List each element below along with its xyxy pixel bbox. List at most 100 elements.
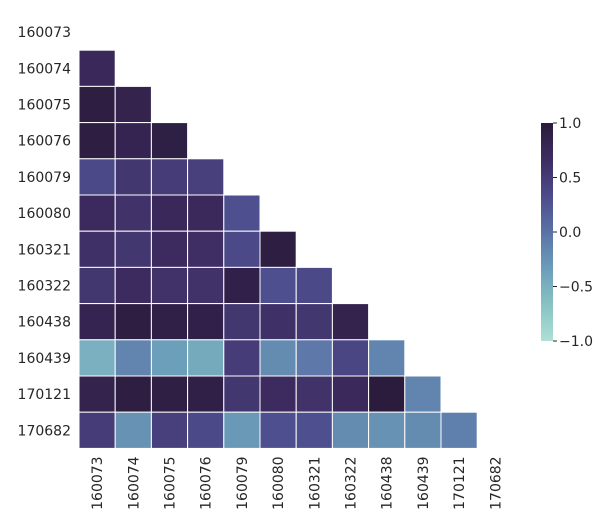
heatmap-cell-170121-160321 — [295, 375, 333, 413]
heatmap-cell-160438-160322 — [331, 303, 370, 341]
heatmap-cells — [78, 49, 478, 449]
heatmap-cell-170682-160079 — [223, 411, 261, 449]
heatmap-cell-170121-160439 — [404, 375, 442, 413]
heatmap-cell-160439-160438 — [368, 339, 406, 377]
colorbar: 1.0 0.5 0.0 −0.5 −1.0 — [541, 116, 593, 350]
heatmap-cell-170121-160322 — [331, 375, 370, 413]
heatmap-cell-160438-160321 — [295, 303, 333, 341]
heatmap-cell-160079-160074 — [114, 158, 152, 196]
heatmap-cell-160080-160073 — [78, 194, 116, 232]
heatmap-cell-170121-160080 — [259, 375, 297, 413]
x-tick-label: 160079 — [235, 456, 251, 509]
y-tick-label: 160075 — [18, 98, 71, 114]
heatmap-cell-160079-160075 — [150, 158, 189, 196]
y-tick-label: 170121 — [18, 387, 71, 403]
colorbar-tick-label: −1.0 — [559, 334, 593, 350]
heatmap-cell-170682-160322 — [331, 411, 370, 449]
colorbar-tick-label: −0.5 — [559, 280, 593, 296]
heatmap-cell-160321-160079 — [223, 230, 261, 268]
heatmap-cell-160322-160079 — [223, 266, 261, 305]
heatmap-cell-160080-160074 — [114, 194, 152, 232]
y-tick-label: 160073 — [18, 25, 71, 41]
heatmap-cell-160439-160075 — [150, 339, 189, 377]
x-tick-label: 160438 — [380, 456, 396, 509]
heatmap-cell-160322-160075 — [150, 266, 189, 305]
x-tick-label: 160076 — [199, 456, 215, 510]
y-tick-label: 160074 — [18, 61, 72, 77]
heatmap-cell-160439-160080 — [259, 339, 297, 377]
y-tick-label: 170682 — [18, 423, 71, 439]
heatmap-cell-170121-160074 — [114, 375, 152, 413]
colorbar-tick-label: 0.0 — [559, 225, 581, 241]
heatmap-cell-160321-160076 — [187, 230, 225, 268]
y-tick-label: 160439 — [18, 351, 71, 367]
heatmap-cell-170682-160321 — [295, 411, 333, 449]
colorbar-tick-label: 1.0 — [559, 116, 581, 132]
colorbar-tick-label: 0.5 — [559, 171, 581, 187]
heatmap-cell-170121-160075 — [150, 375, 189, 413]
heatmap-cell-170682-160075 — [150, 411, 189, 449]
heatmap-cell-170121-160079 — [223, 375, 261, 413]
x-tick-label: 160073 — [90, 456, 106, 509]
heatmap-cell-170682-160076 — [187, 411, 225, 449]
heatmap-cell-160439-160076 — [187, 339, 225, 377]
heatmap-cell-160080-160079 — [223, 194, 261, 232]
heatmap-cell-160321-160080 — [259, 230, 297, 268]
heatmap-cell-160322-160321 — [295, 266, 333, 305]
heatmap-cell-160322-160080 — [259, 266, 297, 305]
x-tick-label: 160321 — [307, 456, 323, 509]
heatmap-cell-160438-160073 — [78, 303, 116, 341]
x-axis-tick-labels: 160073 160074 160075 160076 160079 160080 1603… — [90, 456, 504, 510]
y-tick-label: 160076 — [18, 134, 72, 150]
heatmap-cell-160439-160074 — [114, 339, 152, 377]
heatmap-cell-160439-160073 — [78, 339, 116, 377]
heatmap-cell-160439-160321 — [295, 339, 333, 377]
colorbar-gradient — [541, 123, 553, 341]
x-tick-label: 160074 — [126, 456, 142, 510]
heatmap-cell-170682-160439 — [404, 411, 442, 449]
heatmap-cell-160076-160075 — [150, 122, 189, 160]
heatmap-cell-170682-160438 — [368, 411, 406, 449]
x-tick-label: 160322 — [344, 456, 360, 509]
heatmap-cell-170121-160438 — [368, 375, 406, 413]
heatmap-cell-160322-160074 — [114, 266, 152, 305]
heatmap-cell-160076-160073 — [78, 122, 116, 160]
heatmap-cell-160080-160075 — [150, 194, 189, 232]
heatmap-cell-160438-160075 — [150, 303, 189, 341]
heatmap-cell-160321-160075 — [150, 230, 189, 268]
heatmap-cell-170682-170121 — [440, 411, 478, 449]
heatmap-cell-160439-160322 — [331, 339, 370, 377]
heatmap-cell-170682-160080 — [259, 411, 297, 449]
y-tick-label: 160321 — [18, 242, 71, 258]
heatmap-cell-160079-160073 — [78, 158, 116, 196]
heatmap-cell-170121-160073 — [78, 375, 116, 413]
heatmap-cell-160080-160076 — [187, 194, 225, 232]
heatmap-cell-160075-160073 — [78, 85, 116, 124]
heatmap-cell-170121-160076 — [187, 375, 225, 413]
y-axis-tick-labels: 160073 160074 160075 160076 160079 160080 1603… — [18, 25, 72, 439]
heatmap-cell-160438-160074 — [114, 303, 152, 341]
y-tick-label: 160322 — [18, 279, 71, 295]
x-tick-label: 170682 — [488, 456, 504, 509]
heatmap-cell-160079-160076 — [187, 158, 225, 196]
heatmap-cell-160322-160076 — [187, 266, 225, 305]
heatmap-cell-160438-160079 — [223, 303, 261, 341]
heatmap-cell-160438-160080 — [259, 303, 297, 341]
x-tick-label: 170121 — [452, 456, 468, 509]
x-tick-label: 160080 — [271, 456, 287, 509]
heatmap-cell-160076-160074 — [114, 122, 152, 160]
heatmap-cell-170682-160074 — [114, 411, 152, 449]
heatmap-cell-160439-160079 — [223, 339, 261, 377]
y-tick-label: 160438 — [18, 315, 71, 331]
heatmap-cell-160075-160074 — [114, 85, 152, 124]
heatmap-cell-160074-160073 — [78, 49, 116, 87]
y-tick-label: 160080 — [18, 206, 71, 222]
heatmap-cell-160438-160076 — [187, 303, 225, 341]
x-tick-label: 160075 — [163, 456, 179, 509]
y-tick-label: 160079 — [18, 170, 71, 186]
x-tick-label: 160439 — [416, 456, 432, 509]
heatmap-cell-160321-160073 — [78, 230, 116, 268]
heatmap-cell-160321-160074 — [114, 230, 152, 268]
heatmap-cell-160322-160073 — [78, 266, 116, 305]
